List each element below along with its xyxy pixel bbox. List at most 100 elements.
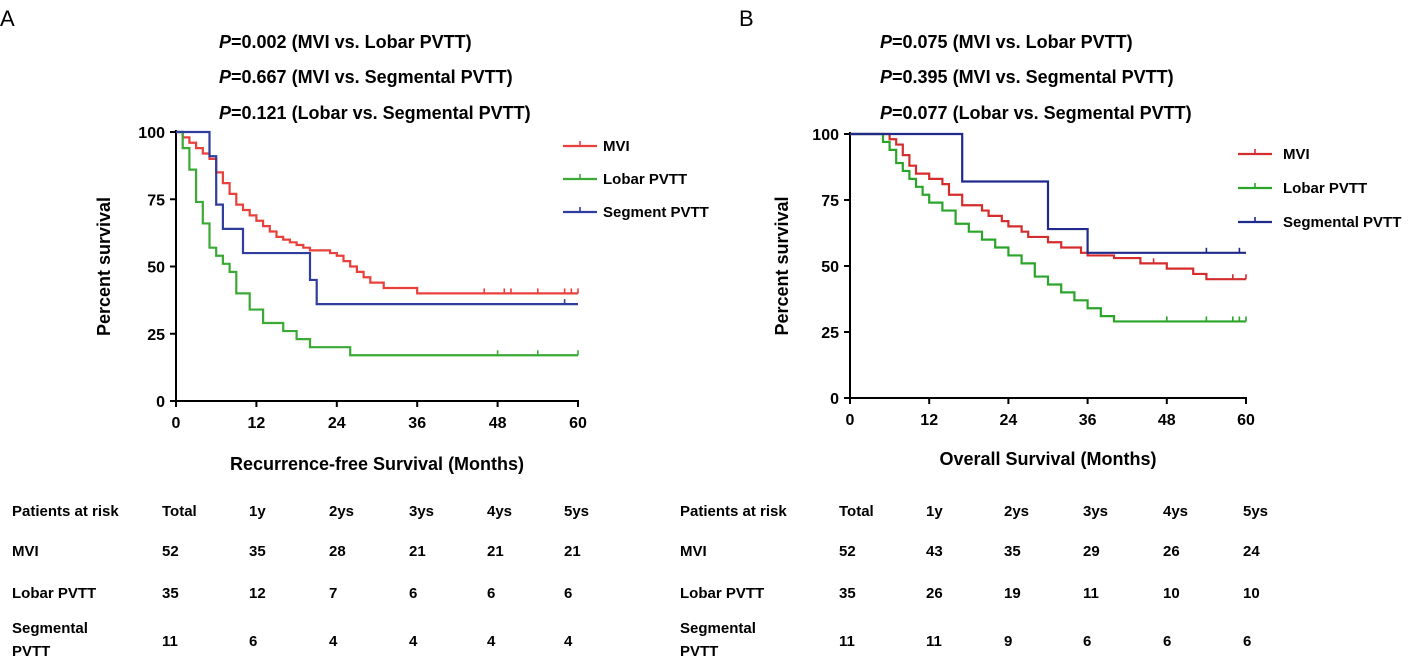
risk-header-cell: Total (162, 503, 197, 520)
x-axis-title: Overall Survival (Months) (939, 449, 1156, 469)
risk-cell: 26 (1163, 543, 1180, 560)
risk-cell: 11 (926, 633, 942, 650)
risk-row-label: Lobar PVTT (680, 585, 764, 602)
risk-cell: 6 (564, 585, 572, 602)
risk-cell: 35 (162, 585, 179, 602)
risk-cell: 11 (162, 633, 178, 650)
x-axis-title: Recurrence-free Survival (Months) (230, 454, 524, 474)
x-tick-label: 12 (248, 415, 266, 432)
risk-header-label: Patients at risk (12, 503, 119, 520)
risk-cell: 21 (487, 543, 504, 560)
p-value-line: P=0.002 (MVI vs. Lobar PVTT) (219, 32, 472, 52)
risk-header-label: Patients at risk (680, 503, 787, 520)
risk-cell: 26 (926, 585, 943, 602)
risk-cell: 11 (839, 633, 855, 650)
x-tick-label: 48 (1158, 412, 1176, 429)
p-value-line: P=0.075 (MVI vs. Lobar PVTT) (880, 32, 1133, 52)
risk-cell: 6 (1163, 633, 1171, 650)
x-tick-label: 36 (1079, 412, 1097, 429)
risk-row-label: Lobar PVTT (12, 585, 96, 602)
y-tick-label: 50 (147, 260, 165, 277)
p-value-line: P=0.121 (Lobar vs. Segmental PVTT) (219, 103, 531, 123)
x-tick-label: 60 (569, 415, 587, 432)
y-axis-title: Percent survival (772, 196, 792, 335)
risk-header-cell: 1y (249, 503, 266, 520)
series-line-mvi (850, 132, 1246, 281)
risk-cell: 6 (1083, 633, 1091, 650)
risk-cell: 52 (839, 543, 856, 560)
risk-header-cell: 3ys (409, 503, 434, 520)
p-value-text: =0.075 (MVI vs. Lobar PVTT) (892, 32, 1133, 52)
risk-cell: 4 (564, 633, 573, 650)
x-tick-label: 0 (846, 412, 855, 429)
y-tick-label: 0 (830, 391, 839, 408)
y-tick-label: 75 (147, 192, 165, 209)
series-line-segment-pvtt (176, 130, 578, 306)
risk-cell: 10 (1243, 585, 1260, 602)
risk-cell: 6 (409, 585, 417, 602)
risk-cell: 43 (926, 543, 943, 560)
p-symbol: P (880, 67, 893, 87)
p-value-text: =0.667 (MVI vs. Segmental PVTT) (231, 67, 513, 87)
risk-cell: 10 (1163, 585, 1180, 602)
p-symbol: P (219, 67, 232, 87)
risk-cell: 11 (1083, 585, 1099, 602)
risk-row-label: PVTT (680, 643, 718, 660)
risk-cell: 24 (1243, 543, 1260, 560)
p-symbol: P (219, 32, 232, 52)
risk-header-cell: 4ys (487, 503, 512, 520)
p-symbol: P (880, 32, 893, 52)
risk-table: Patients at risk Total 1y 2ys 3ys 4ys 5ys MVI 52… (12, 503, 589, 660)
risk-cell: 19 (1004, 585, 1021, 602)
risk-cell: 7 (329, 585, 337, 602)
y-tick-label: 25 (147, 327, 165, 344)
p-value-line: P=0.667 (MVI vs. Segmental PVTT) (219, 67, 513, 87)
risk-table: Patients at risk Total 1y 2ys 3ys 4ys 5ys MVI 52… (680, 503, 1268, 660)
risk-row-label: Segmental (680, 620, 756, 637)
legend-label-mvi: MVI (603, 138, 630, 155)
risk-row-label: PVTT (12, 643, 50, 660)
risk-header-cell: 1y (926, 503, 943, 520)
series-line-mvi (176, 130, 578, 295)
p-value-line: P=0.077 (Lobar vs. Segmental PVTT) (880, 103, 1192, 123)
risk-cell: 21 (409, 543, 426, 560)
series-line-segmental-pvtt (850, 132, 1246, 254)
legend-label-mvi: MVI (1283, 146, 1310, 163)
risk-cell: 28 (329, 543, 346, 560)
y-tick-label: 100 (812, 127, 839, 144)
x-tick-label: 24 (1000, 412, 1018, 429)
x-tick-label: 12 (920, 412, 938, 429)
p-value-line: P=0.395 (MVI vs. Segmental PVTT) (880, 67, 1174, 87)
risk-header-cell: 2ys (329, 503, 354, 520)
risk-cell: 35 (249, 543, 266, 560)
legend-label-lobar-pvtt: Lobar PVTT (603, 171, 687, 188)
y-tick-label: 25 (821, 325, 839, 342)
p-value-text: =0.002 (MVI vs. Lobar PVTT) (231, 32, 472, 52)
risk-cell: 6 (249, 633, 257, 650)
x-tick-label: 48 (489, 415, 507, 432)
y-tick-label: 50 (821, 259, 839, 276)
series-line-lobar-pvtt (176, 130, 578, 357)
p-value-text: =0.395 (MVI vs. Segmental PVTT) (892, 67, 1174, 87)
risk-header-cell: 5ys (1243, 503, 1268, 520)
x-tick-label: 60 (1237, 412, 1255, 429)
y-tick-label: 75 (821, 193, 839, 210)
p-symbol: P (219, 103, 232, 123)
risk-cell: 52 (162, 543, 179, 560)
risk-cell: 6 (1243, 633, 1251, 650)
risk-header-cell: 3ys (1083, 503, 1108, 520)
x-tick-label: 24 (328, 415, 346, 432)
panel-a: AP=0.002 (MVI vs. Lobar PVTT)P=0.667 (MV… (0, 6, 709, 660)
panel-label: B (739, 6, 754, 31)
risk-row-label: MVI (680, 543, 707, 560)
panel-label: A (0, 6, 15, 31)
risk-cell: 6 (487, 585, 495, 602)
y-axis-title: Percent survival (94, 197, 114, 336)
risk-cell: 4 (487, 633, 496, 650)
risk-header-cell: 2ys (1004, 503, 1029, 520)
risk-cell: 21 (564, 543, 581, 560)
risk-cell: 9 (1004, 633, 1012, 650)
risk-cell: 12 (249, 585, 266, 602)
legend-label-segment-pvtt: Segment PVTT (603, 204, 709, 221)
